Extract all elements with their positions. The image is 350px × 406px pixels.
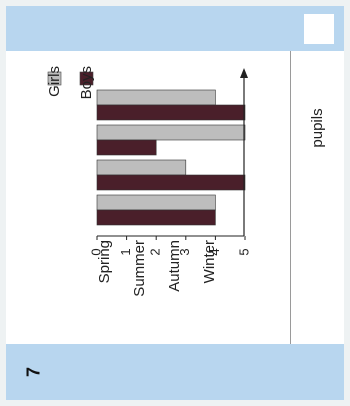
bar-summer-girls (96, 124, 246, 141)
legend-swatch-boys (79, 71, 94, 86)
legend-label: Girls (46, 66, 63, 97)
y-axis-label: pupils (309, 108, 326, 147)
bar-spring-boys (96, 104, 246, 121)
panel-divider (290, 51, 291, 344)
category-labels: Spring Summer Autumn Winter (96, 240, 218, 297)
category-label: Summer (131, 240, 148, 297)
tick-label: 3 (177, 248, 192, 255)
tick-label: 4 (207, 248, 222, 255)
bar-autumn-boys (96, 174, 246, 191)
tick-label: 5 (236, 248, 251, 255)
bar-spring-girls (96, 89, 216, 106)
axis-arrow-icon (240, 68, 248, 78)
category-label: Autumn (166, 240, 183, 292)
category-label: Spring (96, 240, 113, 283)
legend: Girls Boys (46, 66, 95, 99)
bars (96, 89, 246, 226)
bar-winter-boys (96, 209, 216, 226)
header-band (6, 6, 344, 51)
category-label: Winter (201, 240, 218, 283)
legend-swatch-girls (47, 71, 62, 86)
y-axis: 0 1 2 3 4 5 (88, 68, 251, 256)
bar-autumn-girls (96, 159, 187, 176)
tick-label: 1 (118, 248, 133, 255)
bar-summer-boys (96, 139, 157, 156)
footer-band (6, 344, 344, 400)
bar-winter-girls (96, 194, 216, 211)
tick-label: 0 (88, 248, 103, 255)
legend-label: Boys (78, 66, 95, 99)
answer-box (304, 14, 334, 44)
y-axis-label-group: pupils (309, 108, 326, 147)
tick-label: 2 (148, 248, 163, 255)
